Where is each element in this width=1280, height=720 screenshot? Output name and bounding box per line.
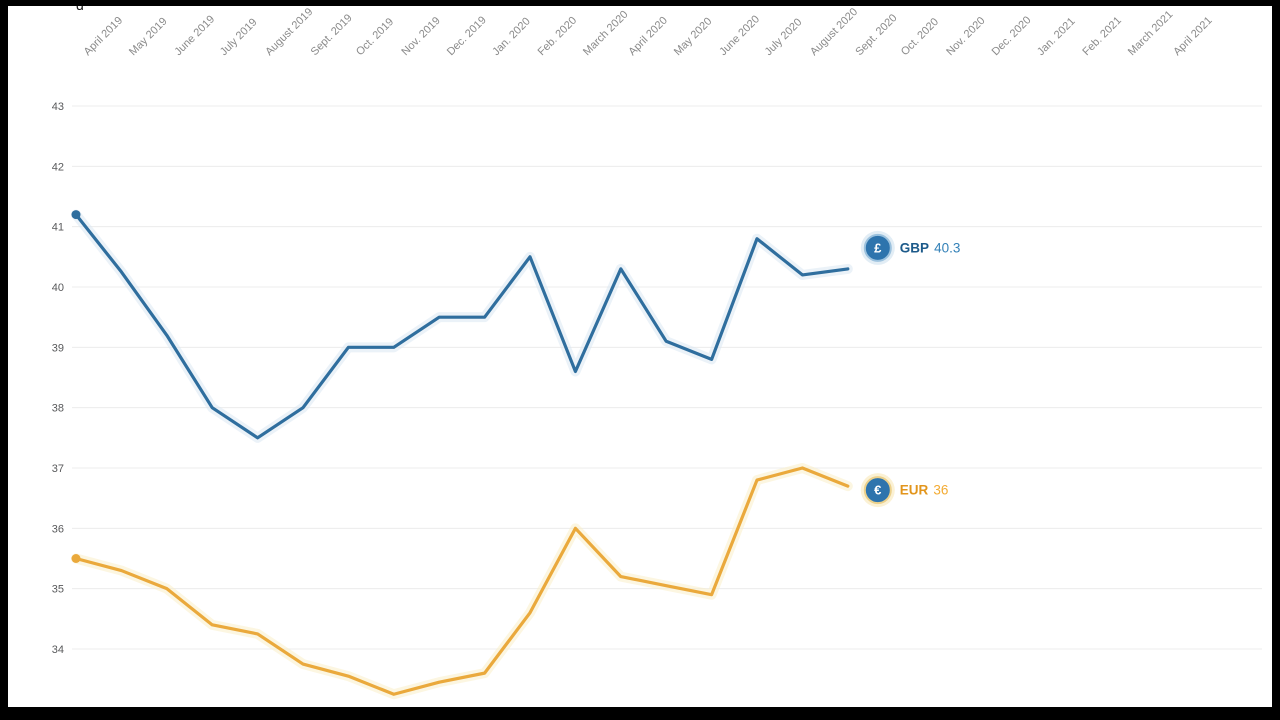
- gbp-start-point: [71, 210, 81, 220]
- eur-line[interactable]: [74, 466, 850, 696]
- y-axis-tick-label: 38: [52, 403, 64, 415]
- gbp-end-label: GBP 40.3: [900, 240, 961, 255]
- letterbox-top-bar: [8, 0, 1272, 6]
- chart-background: [8, 6, 1272, 707]
- eur-currency-symbol-icon: €: [874, 483, 881, 498]
- y-axis-tick-label: 39: [52, 342, 64, 354]
- cropped-glyph-artifact: d: [76, 0, 84, 13]
- eur-start-point: [71, 553, 81, 563]
- y-axis-tick-label: 40: [52, 282, 64, 294]
- eur-currency-badge[interactable]: [863, 476, 892, 505]
- y-axis-tick-label: 34: [52, 644, 64, 656]
- gbp-currency-symbol-icon: £: [874, 240, 882, 255]
- y-axis-tick-label: 36: [52, 523, 64, 535]
- y-axis-tick-label: 42: [52, 161, 64, 173]
- gbp-currency-badge[interactable]: [863, 233, 892, 262]
- eur-end-label: EUR 36: [900, 483, 949, 498]
- gbp-line[interactable]: [74, 212, 850, 440]
- y-axis-tick-label: 37: [52, 463, 64, 475]
- y-axis-tick-label: 43: [52, 101, 64, 113]
- y-axis-tick-label: 41: [52, 222, 64, 234]
- y-axis-tick-label: 35: [52, 584, 64, 596]
